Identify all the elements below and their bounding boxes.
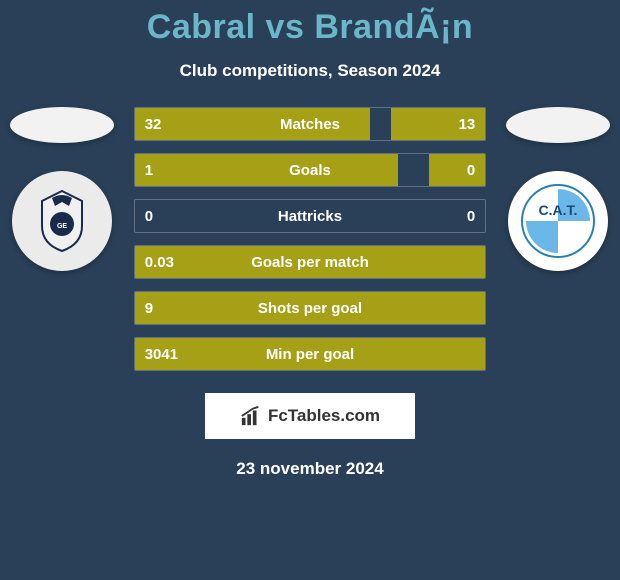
brand-box[interactable]: FcTables.com — [205, 393, 415, 439]
chart-bar-icon — [240, 405, 262, 427]
stat-value-right: 0 — [467, 162, 475, 179]
left-team-badge: GE — [12, 171, 112, 271]
subtitle: Club competitions, Season 2024 — [0, 61, 620, 81]
stat-bar: 32 13 Matches — [134, 107, 487, 141]
right-flag-oval — [506, 107, 610, 143]
stat-value-right: 13 — [459, 116, 476, 133]
stat-bar: 0.03 Goals per match — [134, 245, 487, 279]
stat-value-right: 0 — [467, 208, 475, 225]
footer-date: 23 november 2024 — [0, 459, 620, 479]
stat-value-left: 3041 — [145, 346, 178, 363]
stat-value-left: 1 — [145, 162, 153, 179]
stat-label: Goals per match — [251, 254, 369, 271]
stat-value-left: 9 — [145, 300, 153, 317]
stat-value-left: 0.03 — [145, 254, 174, 271]
stat-fill-right — [429, 154, 485, 186]
stat-value-left: 0 — [145, 208, 153, 225]
stat-value-left: 32 — [145, 116, 162, 133]
cat-crest-icon: C.A.T. — [518, 181, 598, 261]
stat-label: Goals — [289, 162, 331, 179]
left-flag-oval — [10, 107, 114, 143]
stat-label: Hattricks — [278, 208, 342, 225]
right-team-badge: C.A.T. — [508, 171, 608, 271]
stat-bar: 1 0 Goals — [134, 153, 487, 187]
main-row: GE 32 13 Matches 1 0 Goals 0 0 Hattricks 0.03 Goal… — [0, 107, 620, 383]
stat-label: Matches — [280, 116, 340, 133]
page-title: Cabral vs BrandÃ¡n — [0, 8, 620, 47]
right-player-col: C.A.T. — [504, 107, 612, 271]
stat-label: Shots per goal — [258, 300, 362, 317]
shield-crest-icon: GE — [27, 186, 97, 256]
left-player-col: GE — [8, 107, 116, 271]
svg-text:GE: GE — [57, 223, 67, 230]
comparison-card: Cabral vs BrandÃ¡n Club competitions, Se… — [0, 0, 620, 479]
stats-column: 32 13 Matches 1 0 Goals 0 0 Hattricks 0.03 Goals p… — [134, 107, 487, 383]
stat-label: Min per goal — [266, 346, 354, 363]
stat-bar: 9 Shots per goal — [134, 291, 487, 325]
stat-bar: 0 0 Hattricks — [134, 199, 487, 233]
svg-text:C.A.T.: C.A.T. — [539, 202, 578, 218]
stat-bar: 3041 Min per goal — [134, 337, 487, 371]
stat-fill-left — [135, 154, 398, 186]
brand-text: FcTables.com — [268, 406, 380, 426]
